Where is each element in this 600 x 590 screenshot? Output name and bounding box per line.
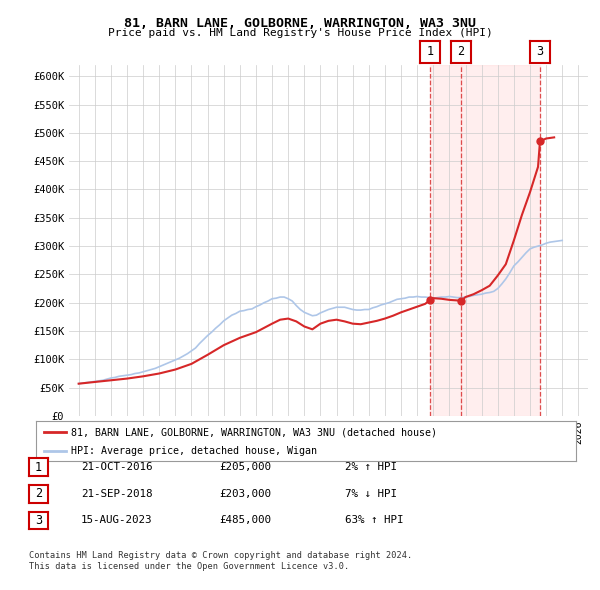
Text: This data is licensed under the Open Government Licence v3.0.: This data is licensed under the Open Gov… — [29, 562, 349, 571]
Text: Price paid vs. HM Land Registry's House Price Index (HPI): Price paid vs. HM Land Registry's House … — [107, 28, 493, 38]
Text: 3: 3 — [35, 514, 42, 527]
Text: £485,000: £485,000 — [219, 516, 271, 525]
Text: 81, BARN LANE, GOLBORNE, WARRINGTON, WA3 3NU (detached house): 81, BARN LANE, GOLBORNE, WARRINGTON, WA3… — [71, 427, 437, 437]
Bar — [461, 65, 540, 416]
Text: 2: 2 — [35, 487, 42, 500]
Bar — [430, 65, 461, 416]
Text: 63% ↑ HPI: 63% ↑ HPI — [345, 516, 404, 525]
Text: HPI: Average price, detached house, Wigan: HPI: Average price, detached house, Wiga… — [71, 445, 317, 455]
Text: 2% ↑ HPI: 2% ↑ HPI — [345, 463, 397, 472]
Text: 81, BARN LANE, GOLBORNE, WARRINGTON, WA3 3NU: 81, BARN LANE, GOLBORNE, WARRINGTON, WA3… — [124, 17, 476, 30]
Text: 21-OCT-2016: 21-OCT-2016 — [81, 463, 152, 472]
Text: 7% ↓ HPI: 7% ↓ HPI — [345, 489, 397, 499]
Text: 1: 1 — [35, 461, 42, 474]
Text: 2: 2 — [457, 45, 464, 58]
Text: £205,000: £205,000 — [219, 463, 271, 472]
Text: £203,000: £203,000 — [219, 489, 271, 499]
Text: 15-AUG-2023: 15-AUG-2023 — [81, 516, 152, 525]
Text: 1: 1 — [427, 45, 434, 58]
Text: Contains HM Land Registry data © Crown copyright and database right 2024.: Contains HM Land Registry data © Crown c… — [29, 552, 412, 560]
Text: 3: 3 — [536, 45, 544, 58]
Text: 21-SEP-2018: 21-SEP-2018 — [81, 489, 152, 499]
